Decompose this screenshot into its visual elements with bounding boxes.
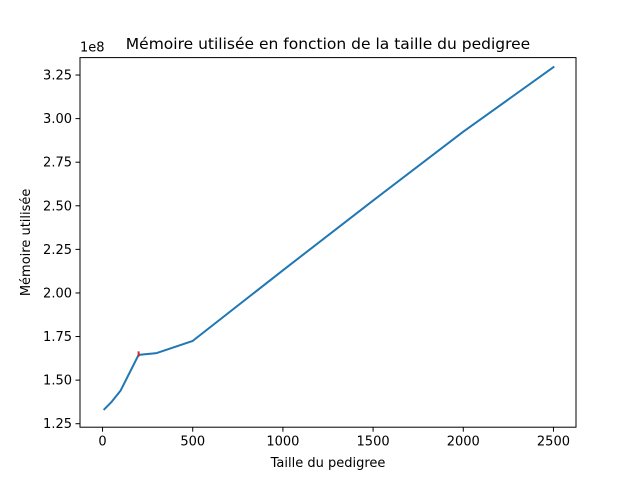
y-tick-label: 1.50 bbox=[43, 374, 72, 389]
x-tick-label: 2500 bbox=[537, 435, 570, 450]
x-tick-label: 2000 bbox=[447, 435, 480, 450]
y-tick-label: 1.25 bbox=[43, 417, 72, 432]
y-tick-label: 2.75 bbox=[43, 156, 72, 171]
x-tick-label: 0 bbox=[98, 435, 106, 450]
y-tick-label: 2.25 bbox=[43, 243, 72, 258]
x-tick-label: 1000 bbox=[266, 435, 299, 450]
x-tick-label: 1500 bbox=[357, 435, 390, 450]
plot-area: 0 500 1000 1500 2000 2500 1.25 1.50 1.75 2.00 2.25… bbox=[43, 57, 577, 450]
chart-title: Mémoire utilisée en fonction de la taill… bbox=[126, 35, 530, 53]
y-tick-label: 3.25 bbox=[43, 69, 72, 84]
axes-frame bbox=[79, 57, 577, 428]
y-tick-label: 2.50 bbox=[43, 199, 72, 214]
y-tick-label: 1.75 bbox=[43, 330, 72, 345]
y-tick-label: 3.00 bbox=[43, 112, 72, 127]
y-tick-label: 2.00 bbox=[43, 286, 72, 301]
x-tick-label: 500 bbox=[180, 435, 205, 450]
y-axis-label: Mémoire utilisée bbox=[19, 189, 34, 297]
y-axis-offset-label: 1e8 bbox=[80, 41, 105, 56]
x-axis-label: Taille du pedigree bbox=[270, 456, 386, 471]
series-line-0 bbox=[102, 65, 555, 411]
